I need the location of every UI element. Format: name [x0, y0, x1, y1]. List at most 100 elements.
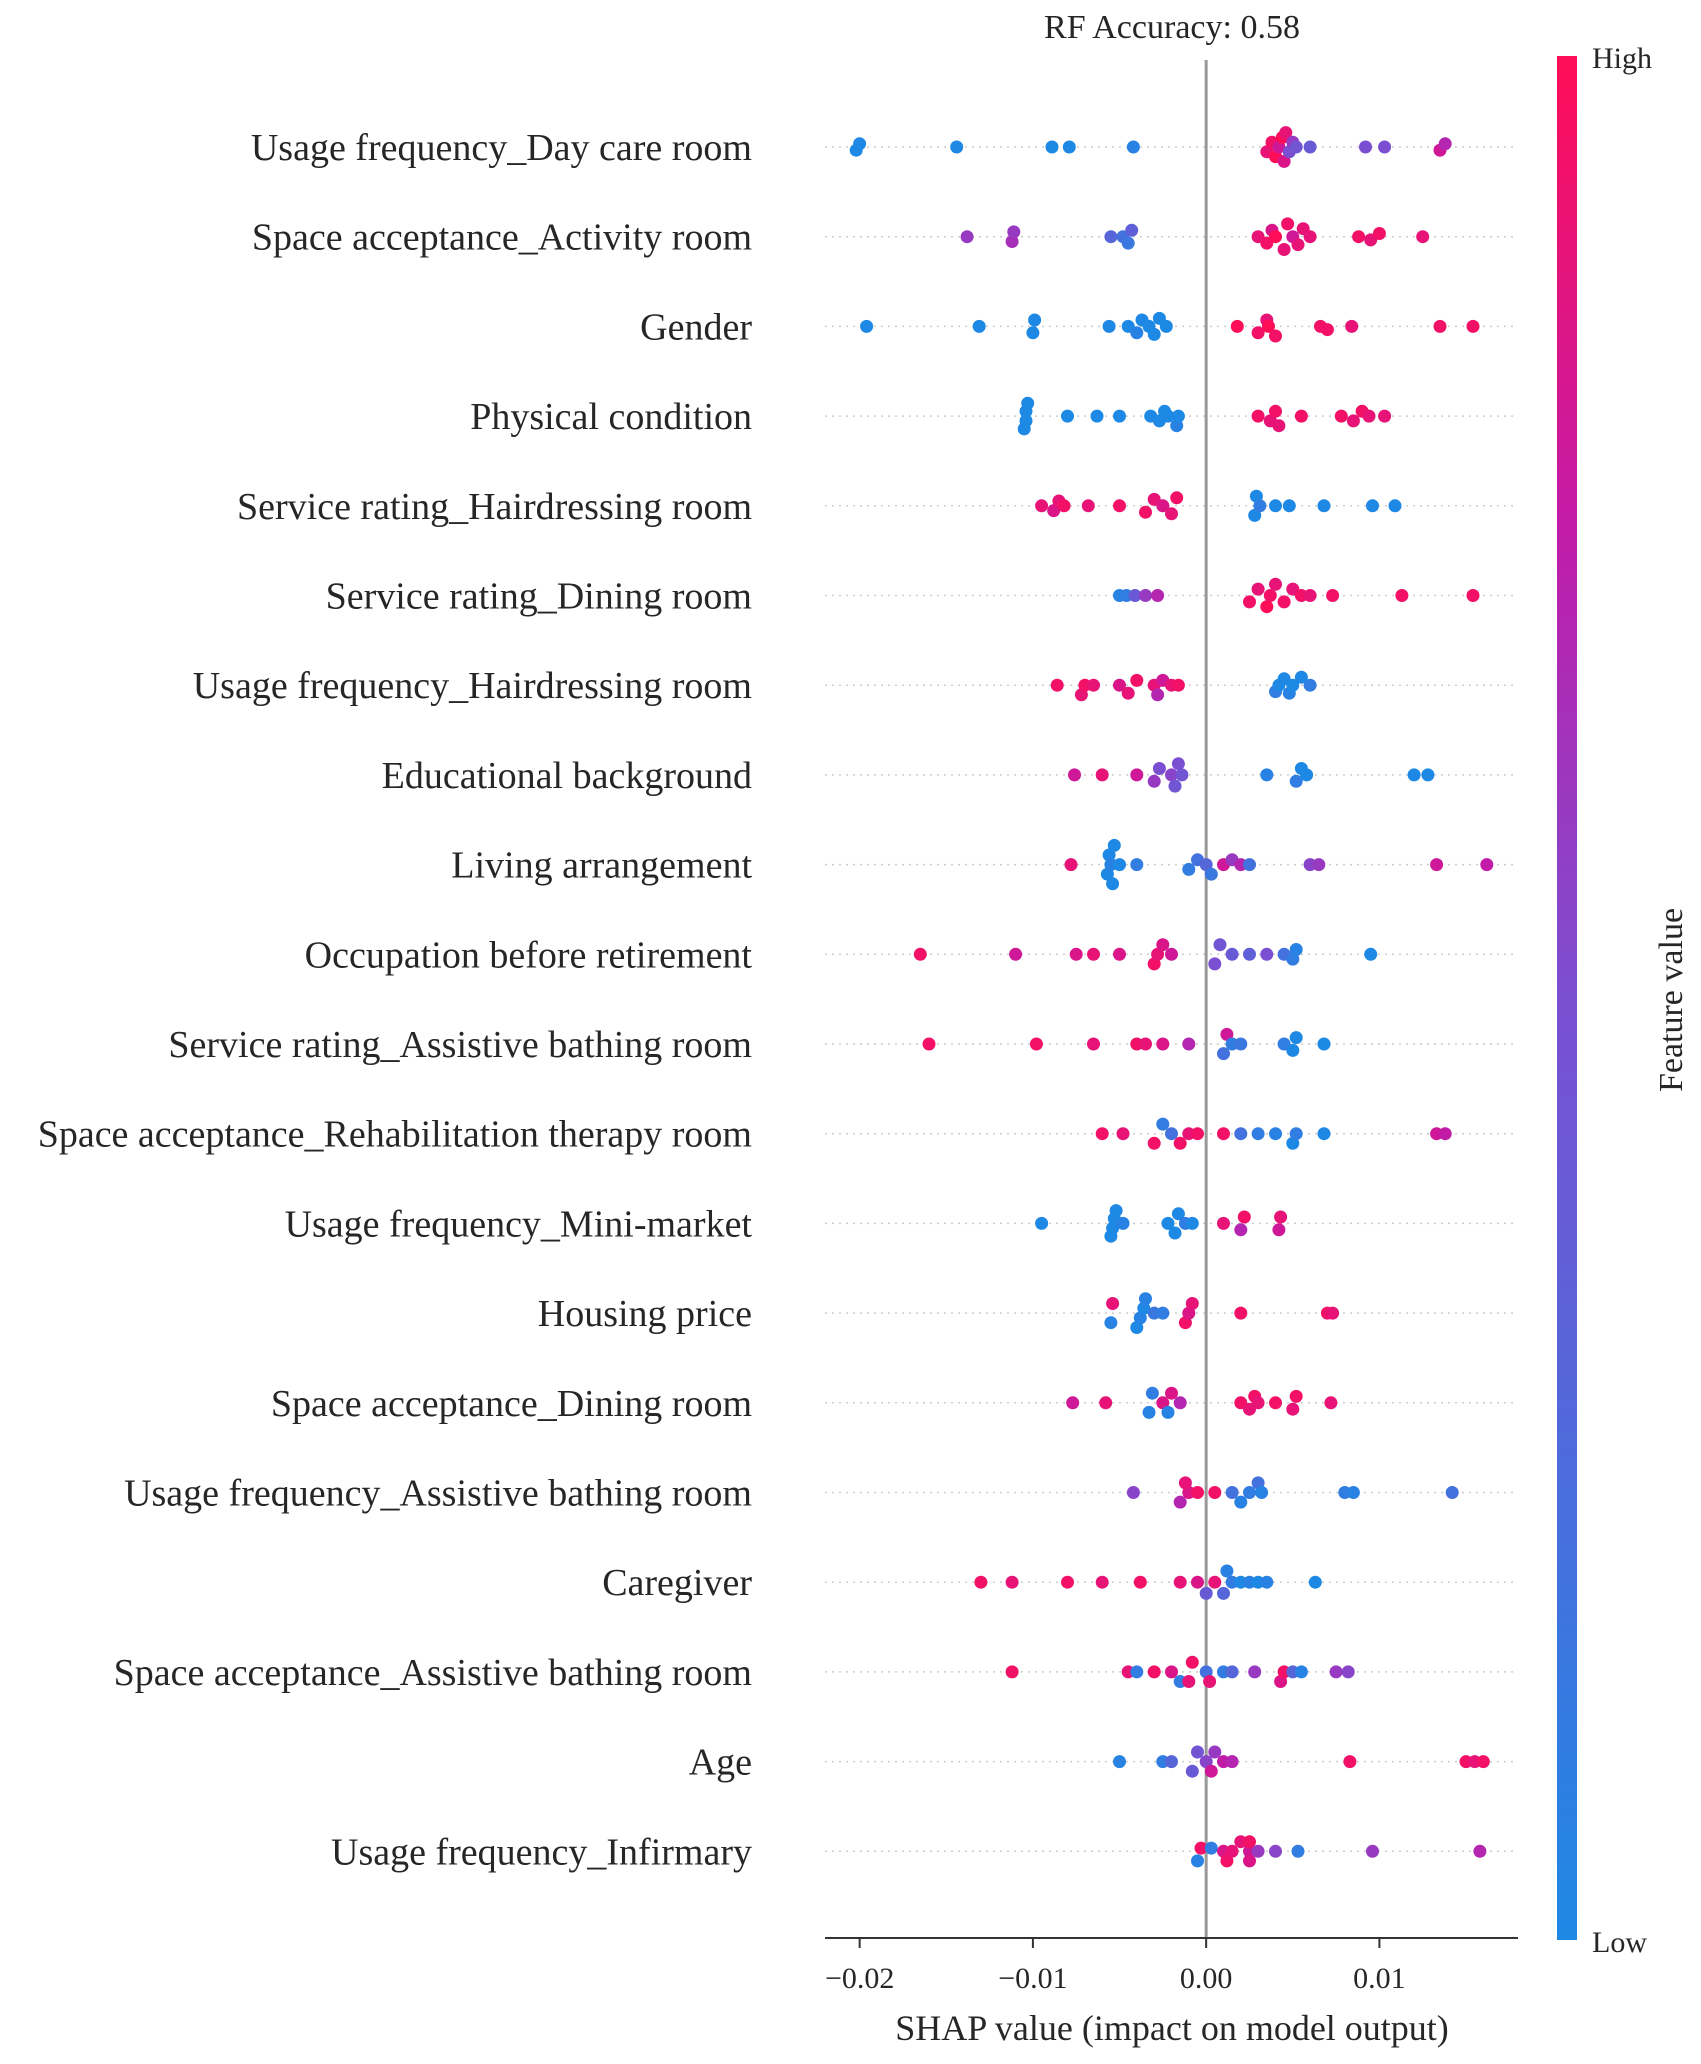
shap-point [1217, 1047, 1230, 1061]
shap-point [1061, 1575, 1074, 1589]
shap-point [1185, 1655, 1199, 1669]
feature-label: Gender [640, 306, 752, 348]
shap-point [1156, 1037, 1170, 1051]
shap-point [1021, 396, 1035, 410]
shap-point [1104, 230, 1118, 244]
shap-point [1156, 1117, 1170, 1131]
feature-label: Caregiver [602, 1562, 752, 1604]
shap-point [1171, 1207, 1185, 1221]
shap-point [1366, 1844, 1379, 1858]
shap-point [1291, 238, 1305, 252]
shap-point [1057, 499, 1071, 513]
feature-label: Usage frequency_Assistive bathing room [124, 1473, 752, 1515]
feature-label: Educational background [382, 755, 752, 797]
shap-point [1251, 326, 1265, 340]
shap-point [1282, 499, 1296, 513]
shap-point [1095, 1127, 1109, 1141]
shap-point [1255, 1486, 1269, 1499]
shap-point [1317, 499, 1331, 513]
shap-point [922, 1037, 936, 1051]
shap-point [1303, 230, 1317, 244]
shap-point [1099, 1396, 1113, 1410]
shap-point [1269, 230, 1282, 244]
shap-point [1303, 589, 1317, 602]
shap-point [1262, 319, 1275, 333]
feature-label: Service rating_Assistive bathing room [168, 1024, 752, 1066]
shap-point [1156, 1306, 1170, 1320]
shap-point [1204, 867, 1218, 881]
shap-point [1438, 137, 1452, 151]
shap-point [1113, 499, 1126, 513]
shap-point [1066, 1396, 1080, 1410]
shap-point [1289, 1031, 1303, 1045]
shap-point [1345, 319, 1359, 333]
shap-point [1430, 858, 1444, 872]
shap-point [1243, 595, 1256, 609]
shap-point [1378, 140, 1392, 154]
shap-point [1064, 858, 1078, 872]
shap-point [1213, 938, 1227, 952]
shap-point [1171, 409, 1185, 423]
shap-point [1090, 409, 1104, 423]
shap-point [1087, 947, 1100, 961]
shap-point [1171, 678, 1185, 692]
shap-point [1199, 1755, 1213, 1769]
shap-point [1234, 1037, 1248, 1051]
shap-point [1168, 779, 1182, 793]
shap-point [1199, 1586, 1213, 1600]
shap-point [1139, 505, 1152, 519]
shap-point [1243, 1854, 1256, 1868]
shap-point [1139, 1292, 1152, 1306]
shap-point [1102, 848, 1116, 862]
shap-point [1220, 1564, 1234, 1578]
shap-point [1208, 957, 1222, 971]
shap-point [1243, 1835, 1256, 1849]
shap-point [1035, 499, 1049, 513]
shap-point [1433, 319, 1447, 333]
colorbar-high-label: High [1592, 42, 1652, 75]
shap-point [1320, 323, 1334, 337]
shap-point [860, 319, 874, 333]
feature-label: Usage frequency_Infirmary [331, 1831, 752, 1873]
shap-point [1362, 409, 1376, 423]
feature-label: Usage frequency_Day care room [251, 127, 752, 169]
shap-point [1128, 589, 1142, 602]
shap-point [1230, 319, 1244, 333]
shap-point [1343, 1755, 1357, 1769]
shap-point [1289, 1389, 1303, 1403]
shap-point [1061, 409, 1074, 423]
shap-point [1208, 1745, 1222, 1759]
shap-point [1170, 419, 1184, 433]
shap-point [1165, 1386, 1178, 1400]
shap-point [1116, 1127, 1130, 1141]
shap-point [1102, 319, 1116, 333]
shap-point [1050, 678, 1064, 692]
shap-point [1234, 1223, 1248, 1237]
shap-point [1191, 1127, 1204, 1141]
shap-point [1139, 589, 1152, 602]
shap-point [1269, 499, 1282, 513]
shap-point [1125, 223, 1139, 237]
feature-labels: Usage frequency_Day care room Space accep… [38, 127, 753, 1873]
shap-point [1173, 1495, 1187, 1509]
feature-label: Age [689, 1742, 752, 1784]
shap-point [1029, 1037, 1043, 1051]
shap-point [1185, 1297, 1199, 1310]
shap-point [1126, 1486, 1140, 1499]
shap-point [1466, 319, 1480, 333]
shap-point [1165, 1665, 1178, 1679]
shap-point [1234, 1127, 1248, 1141]
shap-point [1173, 1396, 1187, 1410]
shap-point [1473, 1844, 1487, 1858]
shap-point [1366, 499, 1379, 513]
shap-point [1113, 678, 1126, 692]
shap-point [1277, 243, 1291, 256]
shap-point [1156, 499, 1170, 513]
shap-point [1272, 1223, 1286, 1237]
shap-point [1208, 1486, 1222, 1499]
shap-point [1269, 404, 1282, 418]
shap-point [1225, 1755, 1239, 1769]
shap-point [1294, 409, 1308, 423]
colorbar-low-label: Low [1592, 1926, 1647, 1959]
shap-point [1317, 1037, 1331, 1051]
